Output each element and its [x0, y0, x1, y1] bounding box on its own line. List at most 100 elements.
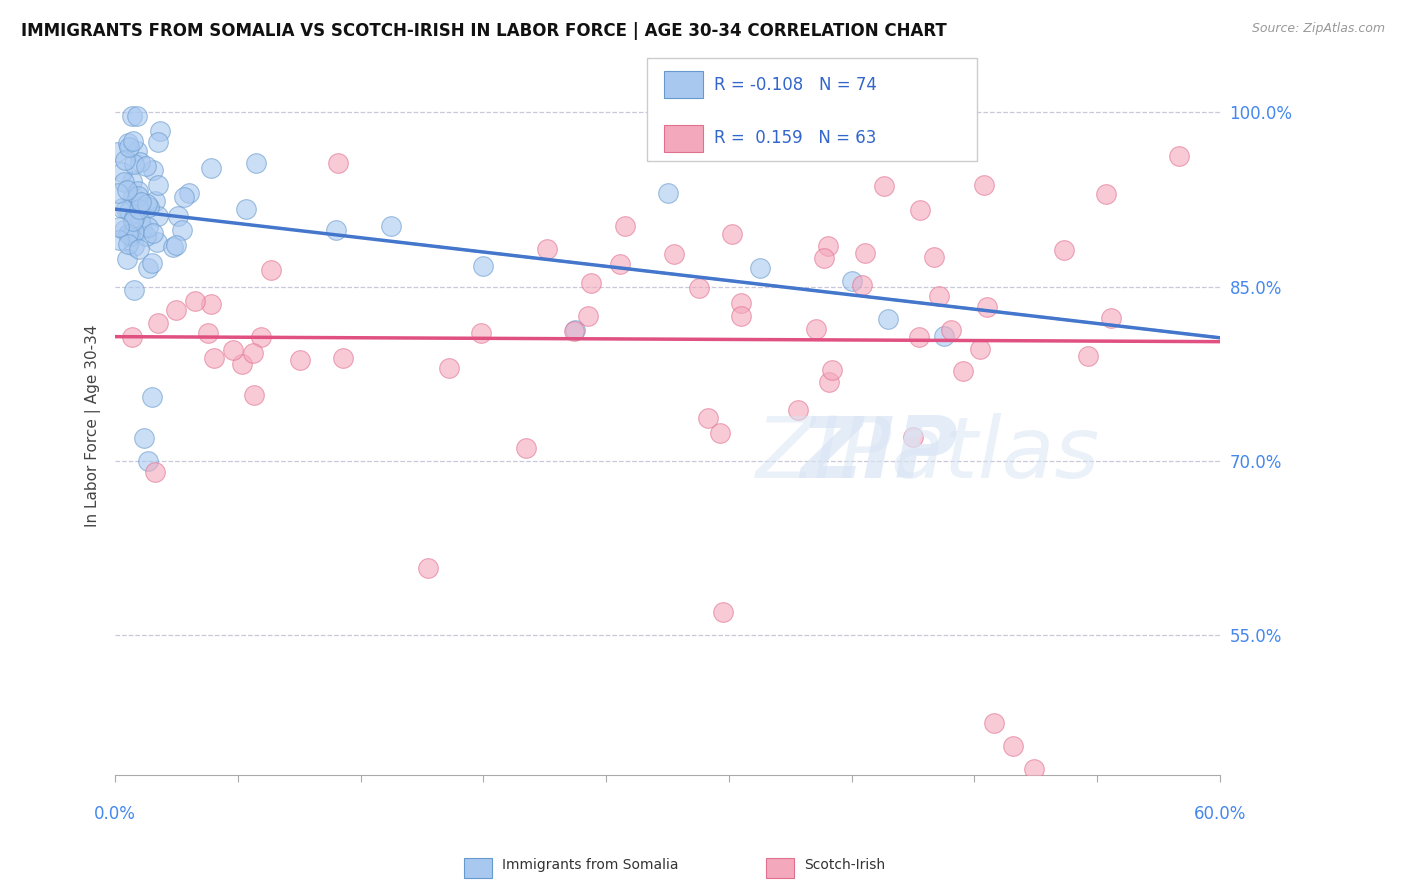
Point: [121, 174, 143, 188]
Point: [131, 221, 153, 235]
Point: [124, 239, 146, 253]
Point: [108, 233, 131, 247]
Point: [924, 251, 946, 265]
Point: [222, 343, 245, 357]
Point: [136, 260, 159, 275]
Point: [976, 300, 998, 314]
Point: [709, 426, 731, 441]
Point: [148, 124, 170, 138]
Point: [167, 209, 190, 223]
Point: [141, 390, 163, 404]
Point: [146, 135, 169, 149]
Point: [118, 204, 141, 219]
Point: [142, 227, 165, 241]
Point: [146, 235, 169, 249]
Point: [697, 411, 720, 425]
Point: [1001, 739, 1024, 753]
Point: [173, 190, 195, 204]
Point: [1024, 762, 1046, 776]
Point: [564, 323, 586, 337]
Point: [117, 227, 139, 242]
Point: [134, 431, 156, 445]
Point: [115, 183, 138, 197]
Point: [122, 189, 145, 203]
Point: [231, 358, 253, 372]
Point: [128, 202, 150, 216]
Point: [730, 309, 752, 323]
Point: [135, 229, 157, 244]
Point: [122, 211, 145, 226]
Text: R =  0.159   N = 63: R = 0.159 N = 63: [714, 129, 876, 147]
Point: [614, 219, 637, 233]
Point: [662, 246, 685, 260]
Point: [129, 194, 152, 209]
Point: [114, 153, 136, 168]
Point: [657, 186, 679, 201]
Point: [121, 330, 143, 344]
Point: [983, 715, 1005, 730]
Point: [135, 160, 157, 174]
Point: [817, 375, 839, 389]
Point: [515, 441, 537, 455]
Point: [688, 281, 710, 295]
Point: [1167, 149, 1189, 163]
Point: [122, 157, 145, 171]
Point: [1095, 187, 1118, 202]
Point: [562, 325, 585, 339]
Point: [952, 364, 974, 378]
Point: [609, 257, 631, 271]
Point: [813, 251, 835, 265]
Point: [142, 163, 165, 178]
Point: [969, 342, 991, 356]
Point: [118, 140, 141, 154]
Point: [901, 430, 924, 444]
Point: [127, 184, 149, 198]
Point: [325, 223, 347, 237]
Point: [105, 145, 128, 160]
Point: [1077, 349, 1099, 363]
Text: 0.0%: 0.0%: [94, 805, 136, 823]
Point: [720, 227, 742, 241]
Point: [245, 156, 267, 170]
Point: [200, 161, 222, 176]
Point: [748, 260, 770, 275]
Text: R = -0.108   N = 74: R = -0.108 N = 74: [714, 76, 877, 94]
Point: [117, 237, 139, 252]
Point: [135, 197, 157, 211]
Point: [242, 346, 264, 360]
Point: [721, 117, 744, 131]
Point: [932, 328, 955, 343]
Point: [184, 294, 207, 309]
Point: [332, 351, 354, 365]
Point: [165, 238, 187, 252]
Point: [841, 274, 863, 288]
Point: [579, 277, 602, 291]
Point: [536, 242, 558, 256]
Point: [115, 252, 138, 267]
Text: IMMIGRANTS FROM SOMALIA VS SCOTCH-IRISH IN LABOR FORCE | AGE 30-34 CORRELATION C: IMMIGRANTS FROM SOMALIA VS SCOTCH-IRISH …: [21, 22, 946, 40]
Point: [1099, 311, 1122, 326]
Point: [143, 194, 166, 208]
Point: [111, 165, 134, 179]
Point: [179, 186, 201, 201]
Point: [148, 209, 170, 223]
Point: [288, 353, 311, 368]
Point: [470, 326, 492, 340]
Point: [122, 135, 145, 149]
Point: [121, 109, 143, 123]
Point: [122, 283, 145, 297]
Point: [120, 228, 142, 243]
Point: [129, 213, 152, 227]
Point: [165, 302, 187, 317]
Point: [851, 278, 873, 293]
Point: [107, 186, 129, 200]
Point: [380, 219, 402, 233]
Text: Immigrants from Somalia: Immigrants from Somalia: [502, 858, 679, 872]
Point: [243, 387, 266, 401]
Point: [112, 175, 135, 189]
Point: [711, 605, 734, 619]
Point: [136, 454, 159, 468]
Point: [260, 263, 283, 277]
Point: [817, 239, 839, 253]
Point: [973, 178, 995, 192]
